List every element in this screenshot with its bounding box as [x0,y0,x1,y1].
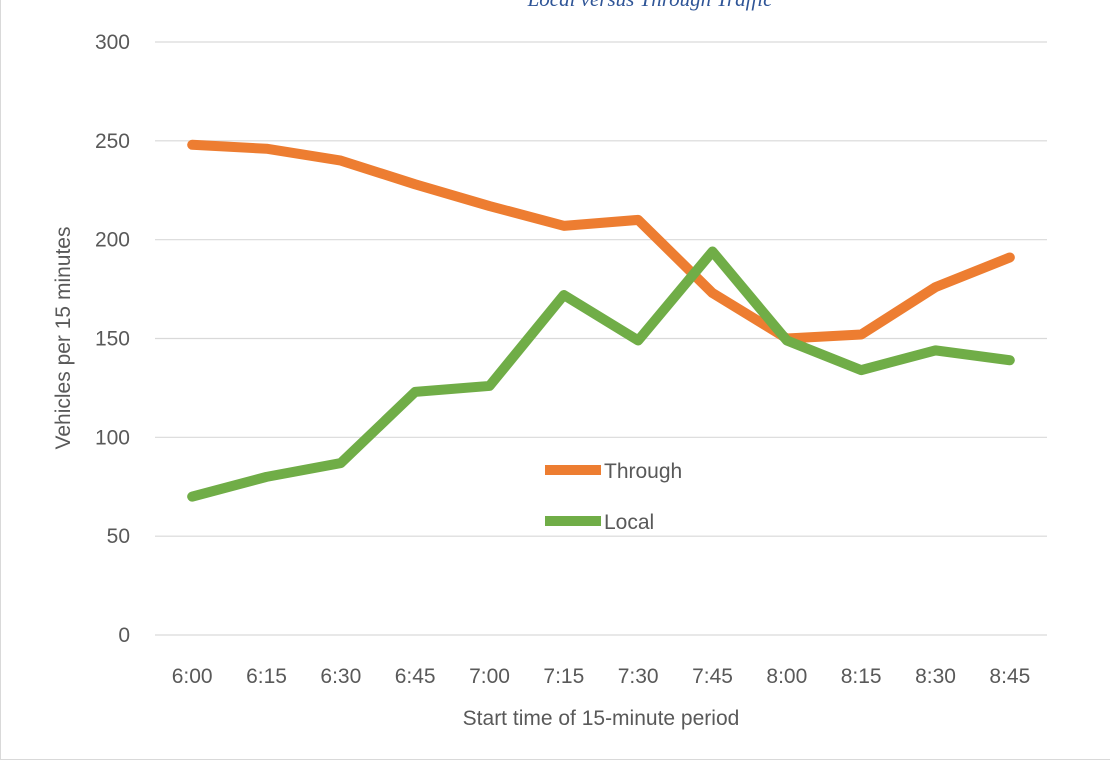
chart-title: Local versus Through Traffic [527,0,774,11]
x-tick-labels: 6:00 6:15 6:30 6:45 7:00 7:15 7:30 7:45 8:00 8:15… [172,665,1031,688]
x-tick-label: 8:45 [989,665,1030,688]
y-tick-label: 300 [95,31,130,54]
legend-label-local: Local [604,511,654,534]
y-tick-labels: 0 50 100 150 200 250 300 [95,31,130,647]
x-tick-label: 8:15 [841,665,882,688]
series-line-local [187,246,1015,502]
legend: Through Local [545,460,682,534]
x-tick-label: 8:30 [915,665,956,688]
series-lines [187,139,1015,502]
x-tick-label: 8:00 [766,665,807,688]
y-tick-label: 0 [118,624,130,647]
x-tick-label: 6:00 [172,665,213,688]
y-tick-label: 100 [95,426,130,449]
series-line-through [187,139,1015,344]
y-tick-label: 200 [95,229,130,252]
y-axis-title: Vehicles per 15 minutes [52,227,75,450]
x-tick-label: 6:30 [320,665,361,688]
x-tick-label: 6:45 [395,665,436,688]
x-tick-label: 7:00 [469,665,510,688]
y-tick-label: 250 [95,130,130,153]
x-axis-title: Start time of 15-minute period [463,707,740,730]
x-tick-label: 6:15 [246,665,287,688]
y-tick-label: 150 [95,328,130,351]
x-tick-label: 7:30 [618,665,659,688]
y-tick-label: 50 [107,525,130,548]
x-tick-label: 7:15 [543,665,584,688]
legend-label-through: Through [604,460,682,483]
x-tick-label: 7:45 [692,665,733,688]
gridlines [155,41,1047,636]
